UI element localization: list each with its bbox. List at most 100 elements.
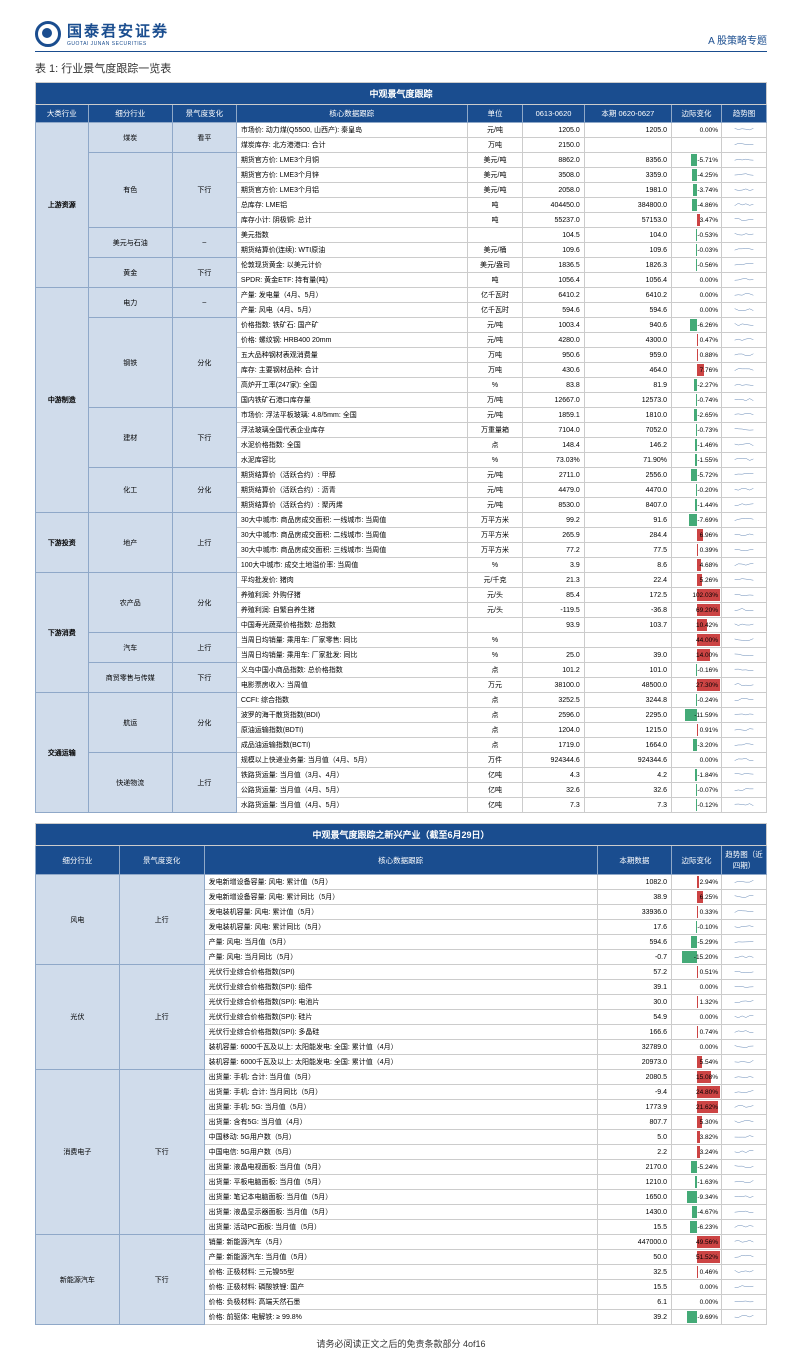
change-cell: 0.51% <box>672 965 722 980</box>
change-cell: -2.65% <box>672 408 722 423</box>
prev-val: 73.03% <box>523 453 584 468</box>
status: 上行 <box>172 753 236 813</box>
unit: 元/吨 <box>467 318 523 333</box>
prev-val: 265.9 <box>523 528 584 543</box>
col-header: 边际变化 <box>672 105 722 123</box>
trend-cell <box>722 453 767 468</box>
change-cell: -5.24% <box>672 1160 722 1175</box>
col-header: 核心数据跟踪 <box>236 105 467 123</box>
unit: 美元/吨 <box>467 153 523 168</box>
curr-val: 4300.0 <box>584 333 671 348</box>
prev-val: 3508.0 <box>523 168 584 183</box>
trend-cell <box>722 875 767 890</box>
table-title: 表 1: 行业景气度跟踪一览表 <box>35 60 767 76</box>
col-header: 本期数据 <box>597 846 671 875</box>
metric-name: 国内铁矿石港口库存量 <box>236 393 467 408</box>
trend-cell <box>722 468 767 483</box>
metric-name: 出货量: 手机: 合计: 当月同比（5月） <box>204 1085 597 1100</box>
curr-val: -9.4 <box>597 1085 671 1100</box>
curr-val: 3244.8 <box>584 693 671 708</box>
unit: 万平方米 <box>467 513 523 528</box>
unit: % <box>467 378 523 393</box>
metric-name: 煤炭库存: 北方港港口: 合计 <box>236 138 467 153</box>
curr-val: 101.0 <box>584 663 671 678</box>
trend-cell <box>722 378 767 393</box>
curr-val: 166.6 <box>597 1025 671 1040</box>
change-cell: 49.56% <box>672 1235 722 1250</box>
curr-val: -36.8 <box>584 603 671 618</box>
trend-cell <box>722 1100 767 1115</box>
unit: 万平方米 <box>467 528 523 543</box>
metric-name: 30大中城市: 商品房成交面积: 一线城市: 当周值 <box>236 513 467 528</box>
trend-cell <box>722 965 767 980</box>
trend-cell <box>722 258 767 273</box>
unit: 万元 <box>467 678 523 693</box>
unit <box>467 228 523 243</box>
change-cell: -4.86% <box>672 198 722 213</box>
metric-name: 价格: 螺纹钢: HRB400 20mm <box>236 333 467 348</box>
change-cell: -11.59% <box>672 708 722 723</box>
change-cell: 3.47% <box>672 213 722 228</box>
change-cell: -5.72% <box>672 468 722 483</box>
prev-val: 6410.2 <box>523 288 584 303</box>
unit: 元/吨 <box>467 123 523 138</box>
curr-val: 39.2 <box>597 1310 671 1325</box>
prev-val: 594.6 <box>523 303 584 318</box>
unit: % <box>467 453 523 468</box>
prev-val: 109.6 <box>523 243 584 258</box>
trend-cell <box>722 603 767 618</box>
change-cell: 102.03% <box>672 588 722 603</box>
curr-val: 1215.0 <box>584 723 671 738</box>
prev-val: 2596.0 <box>523 708 584 723</box>
metric-name: 期货结算价（活跃合约）: 沥青 <box>236 483 467 498</box>
status: 上行 <box>172 513 236 573</box>
unit: 元/吨 <box>467 468 523 483</box>
change-cell: -0.74% <box>672 393 722 408</box>
curr-val: 1773.9 <box>597 1100 671 1115</box>
prev-val: 7104.0 <box>523 423 584 438</box>
curr-val: 8.6 <box>584 558 671 573</box>
curr-val: 17.6 <box>597 920 671 935</box>
metric-name: 出货量: 液晶显示器面板: 当月值（5月） <box>204 1205 597 1220</box>
metric-name: 出货量: 平板电脑面板: 当月值（5月） <box>204 1175 597 1190</box>
metric-name: 电影票房收入: 当周值 <box>236 678 467 693</box>
unit: 元/吨 <box>467 408 523 423</box>
curr-val: 1650.0 <box>597 1190 671 1205</box>
metric-name: 市场价: 动力煤(Q5500, 山西产): 秦皇岛 <box>236 123 467 138</box>
metric-name: 高炉开工率(247家): 全国 <box>236 378 467 393</box>
metric-name: 光伏行业综合价格指数(SPI) <box>204 965 597 980</box>
unit: 点 <box>467 723 523 738</box>
unit: 美元/桶 <box>467 243 523 258</box>
metric-name: 出货量: 活动PC面板: 当月值（5月） <box>204 1220 597 1235</box>
change-cell: 51.52% <box>672 1250 722 1265</box>
curr-val: 54.9 <box>597 1010 671 1025</box>
change-cell: 6.25% <box>672 890 722 905</box>
change-cell: 2.94% <box>672 875 722 890</box>
l2-industry: 煤炭 <box>88 123 172 153</box>
unit: 吨 <box>467 213 523 228</box>
curr-val: 924344.6 <box>584 753 671 768</box>
unit: 万/吨 <box>467 393 523 408</box>
prev-val: 85.4 <box>523 588 584 603</box>
unit: 万吨 <box>467 348 523 363</box>
change-cell: -4.25% <box>672 168 722 183</box>
curr-val: 2080.5 <box>597 1070 671 1085</box>
col-header: 趋势图（近四期） <box>722 846 767 875</box>
unit: 元/头 <box>467 588 523 603</box>
metric-name: 销量: 新能源汽车（5月） <box>204 1235 597 1250</box>
metric-name: 期货结算价（活跃合约）: 甲醇 <box>236 468 467 483</box>
logo-en: GUOTAI JUNAN SECURITIES <box>67 41 169 47</box>
change-cell: 15.08% <box>672 1070 722 1085</box>
curr-val <box>584 138 671 153</box>
change-cell: 10.42% <box>672 618 722 633</box>
prev-val: 430.6 <box>523 363 584 378</box>
col-header: 细分行业 <box>88 105 172 123</box>
trend-cell <box>722 1265 767 1280</box>
prev-val: 32.6 <box>523 783 584 798</box>
header-category: A 股策略专题 <box>708 32 767 47</box>
trend-cell <box>722 333 767 348</box>
curr-val: 39.0 <box>584 648 671 663</box>
unit: 点 <box>467 663 523 678</box>
l2-industry: 建材 <box>88 408 172 468</box>
metric-name: 出货量: 手机: 5G: 当月值（5月） <box>204 1100 597 1115</box>
